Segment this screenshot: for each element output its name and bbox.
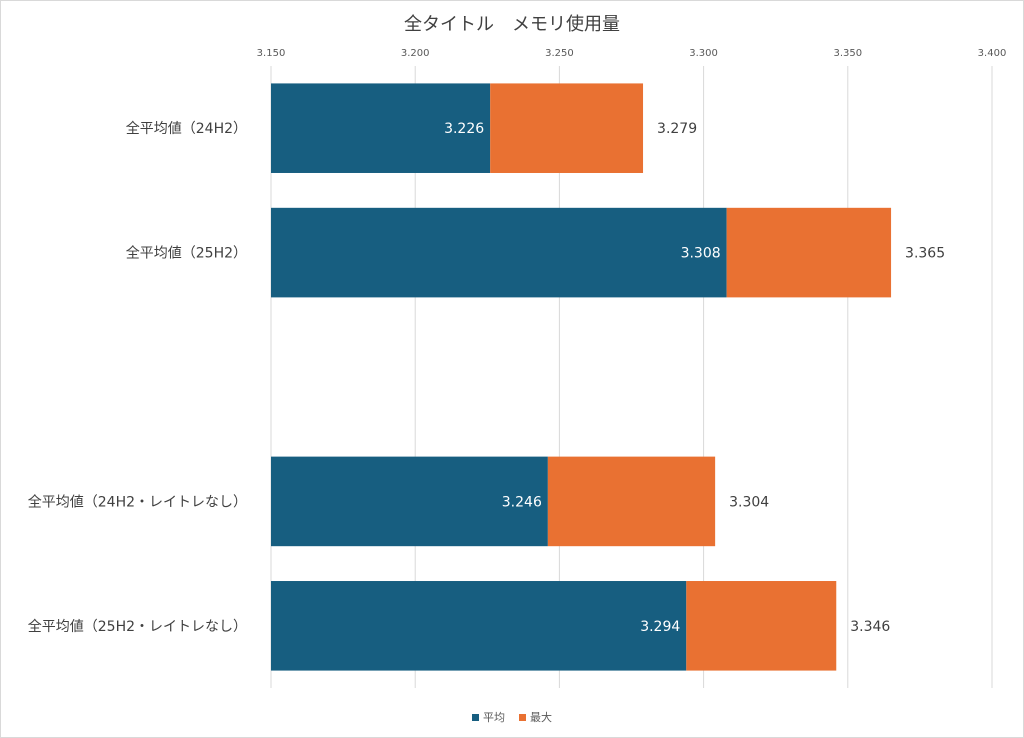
bar-avg <box>271 456 548 547</box>
bar-avg <box>271 83 491 173</box>
labels: 全平均値（24H2） 3.226 3.279 全平均値（25H2） 3.308 3.365… <box>28 120 945 635</box>
category-label: 全平均値（24H2） <box>126 120 247 137</box>
legend-swatch-avg <box>472 713 479 721</box>
bar-max <box>726 207 892 298</box>
x-tick-label: 3.400 <box>978 48 1007 59</box>
bar-max <box>686 581 837 671</box>
category-label: 全平均値（25H2） <box>126 245 247 262</box>
bar-avg <box>271 207 727 298</box>
legend-swatch-max <box>519 713 526 721</box>
bar-avg <box>271 581 687 671</box>
chart-title: 全タイトル メモリ使用量 <box>404 14 620 35</box>
data-label-max: 3.304 <box>729 494 769 510</box>
category-label: 全平均値（24H2・レイトレなし） <box>28 493 247 510</box>
legend-label-avg: 平均 <box>483 711 505 724</box>
legend-item-avg: 平均 <box>472 709 505 725</box>
data-label-avg: 3.308 <box>681 246 721 262</box>
bar-max <box>547 456 716 547</box>
x-tick-label: 3.300 <box>689 48 718 59</box>
category-label: 全平均値（25H2・レイトレなし） <box>28 618 247 635</box>
data-label-avg: 3.294 <box>640 619 680 635</box>
x-axis-ticks: 3.150 3.200 3.250 3.300 3.350 3.400 <box>257 48 1007 59</box>
x-tick-label: 3.150 <box>257 48 286 59</box>
data-label-avg: 3.226 <box>444 121 484 137</box>
data-label-avg: 3.246 <box>502 494 542 510</box>
data-label-max: 3.365 <box>905 246 945 262</box>
legend-label-max: 最大 <box>530 711 552 724</box>
x-tick-label: 3.200 <box>401 48 430 59</box>
bars <box>271 83 892 671</box>
legend-item-max: 最大 <box>519 709 552 725</box>
data-label-max: 3.279 <box>657 121 697 137</box>
data-label-max: 3.346 <box>850 619 890 635</box>
x-tick-label: 3.350 <box>833 48 862 59</box>
legend: 平均 最大 <box>0 709 1024 725</box>
bar-max <box>490 83 644 173</box>
x-tick-label: 3.250 <box>545 48 574 59</box>
